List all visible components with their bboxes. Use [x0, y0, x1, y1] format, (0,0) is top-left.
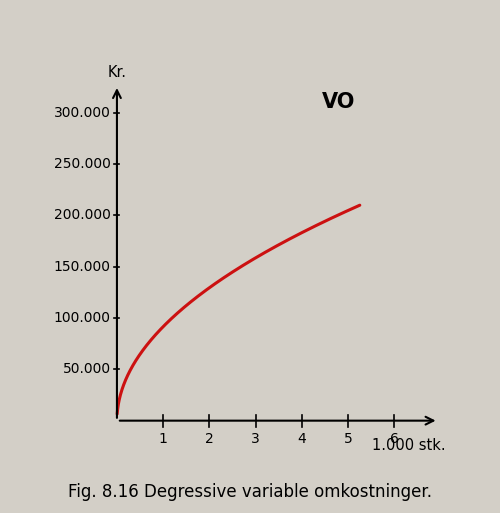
Text: 200.000: 200.000: [54, 208, 110, 223]
Text: 6: 6: [390, 432, 399, 446]
Text: 4: 4: [298, 432, 306, 446]
Text: 1.000 stk.: 1.000 stk.: [372, 438, 446, 453]
Text: 100.000: 100.000: [54, 311, 110, 325]
Text: Fig. 8.16 Degressive variable omkostninger.: Fig. 8.16 Degressive variable omkostning…: [68, 483, 432, 502]
Text: 1: 1: [159, 432, 168, 446]
Text: 150.000: 150.000: [54, 260, 110, 274]
Text: 300.000: 300.000: [54, 106, 110, 120]
Text: 3: 3: [252, 432, 260, 446]
Text: 250.000: 250.000: [54, 157, 110, 171]
Text: 5: 5: [344, 432, 352, 446]
Text: Kr.: Kr.: [108, 65, 126, 80]
Text: 50.000: 50.000: [62, 362, 110, 377]
Text: 2: 2: [205, 432, 214, 446]
Text: VO: VO: [322, 92, 356, 112]
